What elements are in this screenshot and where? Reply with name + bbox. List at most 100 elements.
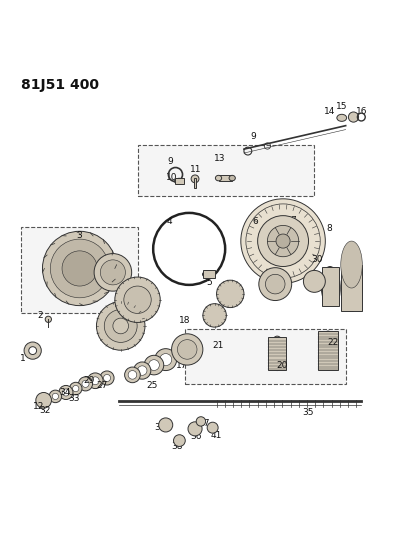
Ellipse shape	[320, 331, 336, 370]
Bar	[138, 145, 314, 196]
Circle shape	[43, 231, 117, 305]
Circle shape	[217, 280, 244, 308]
Circle shape	[124, 286, 151, 313]
Text: 29: 29	[84, 376, 95, 385]
Bar	[21, 228, 138, 313]
Text: 81J51 400: 81J51 400	[21, 78, 99, 92]
Text: 31: 31	[351, 255, 362, 264]
Text: 19: 19	[213, 310, 224, 319]
Text: 5: 5	[206, 278, 212, 287]
Circle shape	[91, 377, 99, 385]
Ellipse shape	[341, 264, 362, 311]
Circle shape	[113, 318, 128, 334]
Text: 7: 7	[290, 216, 296, 225]
Text: 34: 34	[59, 388, 71, 397]
Circle shape	[29, 346, 37, 354]
Text: 12: 12	[33, 402, 44, 411]
Bar	[194, 179, 196, 188]
Circle shape	[36, 392, 52, 408]
Text: 39: 39	[154, 423, 165, 432]
Circle shape	[87, 373, 103, 389]
Circle shape	[258, 216, 309, 266]
Text: 4: 4	[167, 217, 173, 226]
Text: 10: 10	[166, 173, 177, 182]
Text: 26: 26	[271, 277, 283, 286]
Ellipse shape	[269, 336, 285, 370]
Bar	[219, 175, 232, 181]
Text: 32: 32	[39, 406, 51, 415]
Ellipse shape	[216, 175, 222, 181]
Bar	[203, 270, 215, 278]
Circle shape	[78, 377, 93, 391]
Circle shape	[125, 367, 140, 383]
Text: 20: 20	[277, 361, 288, 369]
Circle shape	[303, 270, 325, 292]
Circle shape	[171, 334, 203, 365]
Circle shape	[115, 277, 160, 322]
Text: 24: 24	[222, 282, 233, 292]
Text: 37: 37	[198, 419, 210, 429]
Ellipse shape	[203, 271, 215, 278]
Bar	[185, 329, 346, 384]
Circle shape	[94, 254, 132, 291]
Circle shape	[100, 260, 125, 285]
Bar	[322, 266, 338, 305]
Text: 16: 16	[356, 108, 368, 117]
Text: 40: 40	[110, 325, 121, 334]
Text: 23: 23	[120, 288, 132, 297]
Text: 38: 38	[172, 442, 183, 451]
Bar	[318, 331, 338, 370]
Text: 6: 6	[253, 217, 258, 226]
Circle shape	[134, 362, 151, 379]
Circle shape	[45, 316, 52, 322]
Text: 18: 18	[179, 316, 190, 325]
Circle shape	[207, 422, 218, 433]
Circle shape	[50, 239, 109, 298]
Text: 41: 41	[210, 431, 221, 440]
Circle shape	[159, 418, 173, 432]
Text: 9: 9	[167, 157, 173, 166]
Circle shape	[241, 199, 325, 284]
Text: 11: 11	[190, 165, 202, 174]
Text: 14: 14	[323, 108, 335, 117]
Text: 2: 2	[38, 311, 43, 320]
Text: 3: 3	[77, 231, 82, 240]
Ellipse shape	[321, 266, 339, 305]
Circle shape	[276, 234, 290, 248]
Text: 21: 21	[213, 341, 224, 350]
Text: 33: 33	[68, 394, 80, 403]
Circle shape	[203, 304, 226, 327]
Text: 30: 30	[312, 255, 323, 264]
Circle shape	[348, 112, 359, 122]
Text: 1: 1	[20, 354, 26, 363]
Text: 35: 35	[303, 408, 314, 416]
Circle shape	[160, 353, 172, 366]
Circle shape	[268, 225, 299, 257]
Bar	[268, 337, 286, 370]
Circle shape	[24, 342, 41, 359]
Text: 13: 13	[214, 155, 225, 164]
Circle shape	[97, 302, 145, 350]
Circle shape	[52, 393, 58, 400]
Text: 17: 17	[177, 361, 188, 369]
Text: 22: 22	[327, 338, 339, 348]
Text: 15: 15	[336, 102, 348, 111]
Circle shape	[49, 390, 61, 402]
Text: 8: 8	[326, 224, 332, 233]
Text: 27: 27	[97, 381, 108, 390]
Ellipse shape	[341, 241, 362, 288]
Circle shape	[191, 175, 199, 183]
Text: 9: 9	[251, 132, 256, 141]
Circle shape	[177, 340, 197, 359]
Bar	[175, 179, 184, 184]
Circle shape	[82, 381, 89, 387]
Text: 28: 28	[306, 274, 317, 284]
Circle shape	[173, 435, 185, 447]
Circle shape	[266, 274, 285, 294]
Ellipse shape	[337, 114, 347, 122]
Text: 36: 36	[190, 432, 202, 441]
Circle shape	[149, 360, 159, 370]
Circle shape	[104, 310, 137, 342]
Text: 25: 25	[146, 381, 158, 390]
Circle shape	[100, 371, 114, 385]
